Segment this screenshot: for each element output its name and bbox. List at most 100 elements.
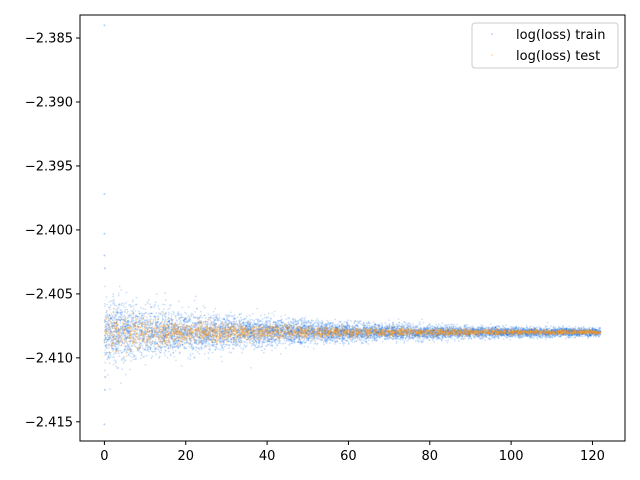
train-point — [420, 323, 422, 325]
train-point — [178, 315, 180, 317]
train-point — [126, 312, 128, 314]
train-point — [326, 320, 328, 322]
train-point — [354, 341, 356, 343]
train-point — [288, 318, 290, 320]
train-point — [200, 311, 202, 313]
train-point — [142, 347, 144, 349]
train-point — [223, 319, 225, 321]
train-point — [212, 314, 214, 316]
train-point — [403, 342, 405, 344]
train-point — [421, 319, 423, 321]
train-point — [113, 356, 115, 358]
train-point — [175, 315, 177, 317]
train-point — [412, 323, 414, 325]
train-point — [126, 309, 128, 311]
train-point — [106, 358, 108, 360]
train-point — [241, 352, 243, 354]
train-point — [107, 357, 109, 359]
train-point — [127, 347, 129, 349]
train-point — [201, 317, 203, 319]
train-point — [264, 348, 266, 350]
train-point — [216, 315, 218, 317]
train-point — [336, 324, 338, 326]
train-point — [189, 358, 191, 360]
train-point — [215, 308, 217, 310]
train-point — [261, 343, 263, 345]
train-point — [313, 348, 315, 350]
train-point — [362, 339, 364, 341]
train-point — [194, 300, 196, 302]
train-point — [169, 307, 171, 309]
train-point — [323, 342, 325, 344]
train-point — [472, 325, 474, 327]
train-point — [273, 315, 275, 317]
train-point — [323, 344, 325, 346]
train-point — [334, 324, 336, 326]
scatter-points — [103, 24, 601, 425]
train-point — [344, 342, 346, 344]
train-point — [110, 300, 112, 302]
train-point — [463, 326, 465, 328]
train-point — [106, 341, 108, 343]
train-point — [269, 323, 271, 325]
train-point — [343, 344, 345, 346]
train-point — [167, 347, 169, 349]
train-point — [414, 340, 416, 342]
train-point — [192, 353, 194, 355]
train-point — [304, 317, 306, 319]
train-point — [454, 340, 456, 342]
train-point — [255, 318, 257, 320]
train-point — [138, 318, 140, 320]
train-point — [230, 312, 232, 314]
train-point — [264, 314, 266, 316]
train-point — [225, 344, 227, 346]
train-point — [153, 345, 155, 347]
train-point — [396, 342, 398, 344]
train-point — [568, 326, 570, 328]
train-point — [117, 367, 119, 369]
train-point — [233, 342, 235, 344]
train-point — [536, 337, 538, 339]
train-point — [482, 325, 484, 327]
train-point — [334, 319, 336, 321]
train-point — [266, 320, 268, 322]
train-point — [139, 351, 141, 353]
train-point — [143, 357, 145, 359]
train-point — [388, 319, 390, 321]
train-point — [156, 293, 158, 295]
train-point — [213, 311, 215, 313]
train-point — [205, 317, 207, 319]
train-point — [258, 346, 260, 348]
train-point — [468, 338, 470, 340]
train-point — [107, 352, 109, 354]
train-point — [264, 317, 266, 319]
train-point — [178, 323, 180, 325]
train-point — [397, 338, 399, 340]
train-point — [109, 388, 111, 390]
train-point — [163, 308, 165, 310]
train-point — [533, 338, 535, 340]
train-point — [123, 362, 125, 364]
train-point — [114, 359, 116, 361]
train-point — [316, 318, 318, 320]
train-point — [229, 352, 231, 354]
train-point — [309, 323, 311, 325]
train-point — [124, 306, 126, 308]
train-point — [236, 320, 238, 322]
train-point — [139, 316, 141, 318]
train-point — [368, 339, 370, 341]
train-point — [456, 324, 458, 326]
train-point — [240, 320, 242, 322]
train-point — [188, 306, 190, 308]
train-point — [231, 352, 233, 354]
train-point — [205, 343, 207, 345]
train-point — [321, 320, 323, 322]
train-point — [573, 337, 575, 339]
train-point — [106, 304, 108, 306]
train-point — [429, 323, 431, 325]
train-point — [124, 309, 126, 311]
train-point — [158, 308, 160, 310]
train-point — [173, 312, 175, 314]
train-point — [121, 368, 123, 370]
train-point — [147, 313, 149, 315]
